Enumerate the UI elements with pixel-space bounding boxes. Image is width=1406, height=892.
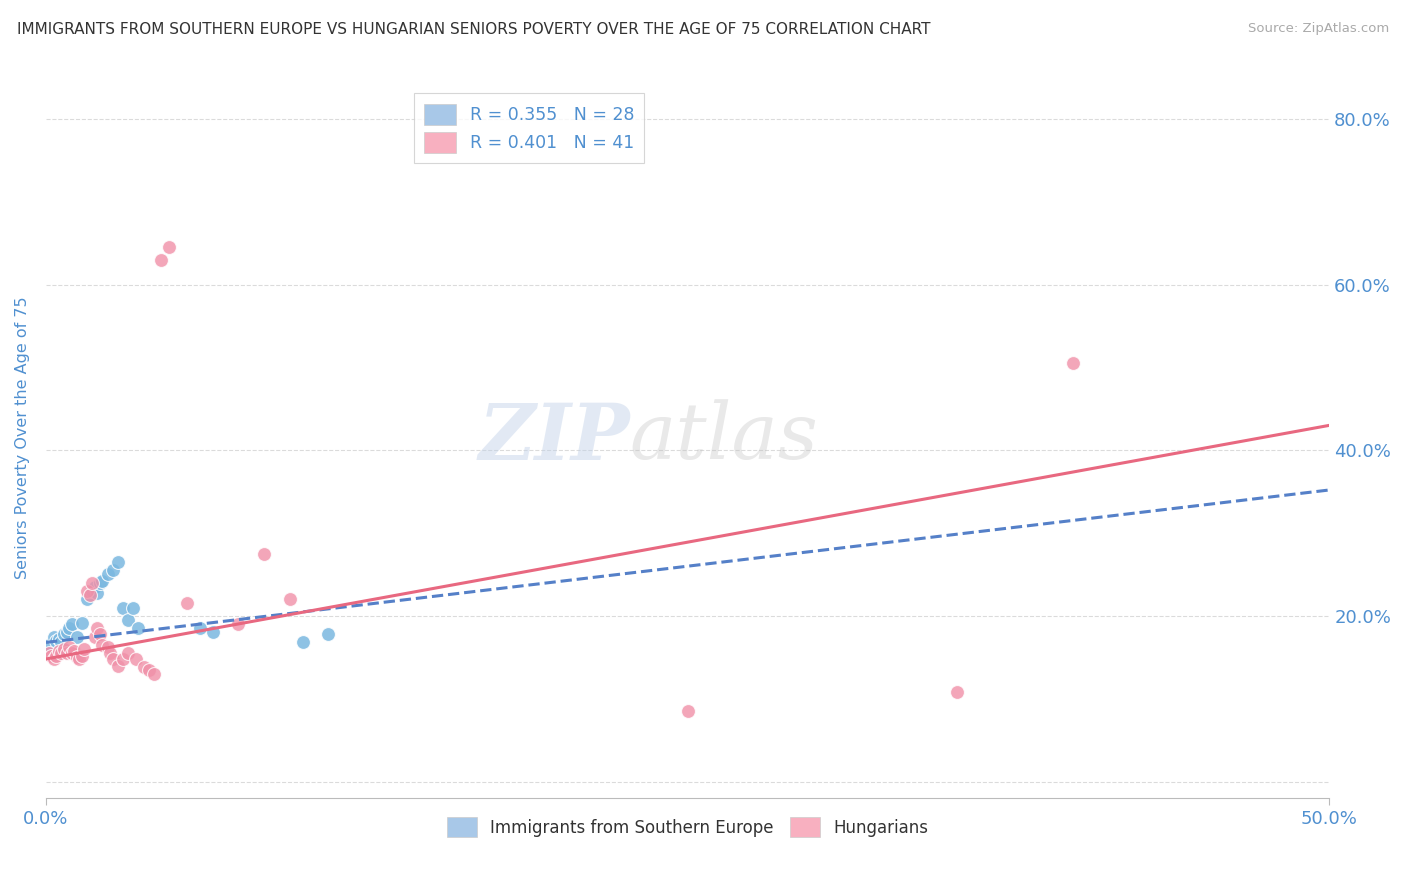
Point (101, 563, 124, 577)
Point (76, 592, 98, 607)
Point (86, 621, 108, 635)
Point (107, 555, 129, 569)
Y-axis label: Seniors Poverty Over the Age of 75: Seniors Poverty Over the Age of 75 (15, 296, 30, 579)
Point (63, 643, 86, 657)
Point (66, 630, 89, 644)
Point (89, 575, 111, 590)
Point (42, 630, 65, 644)
Point (70, 615, 93, 630)
Point (316, 627, 339, 641)
Point (101, 652, 124, 666)
Legend: Immigrants from Southern Europe, Hungarians: Immigrants from Southern Europe, Hungari… (440, 810, 935, 844)
Point (38, 638, 60, 652)
Point (946, 685, 969, 699)
Point (278, 592, 301, 607)
Point (82, 575, 104, 590)
Point (83, 630, 105, 644)
Point (97, 567, 120, 582)
Point (70, 648, 93, 663)
Point (51, 646, 73, 660)
Point (122, 600, 145, 615)
Text: atlas: atlas (630, 400, 818, 476)
Point (82, 584, 104, 599)
Point (39, 648, 62, 663)
Text: IMMIGRANTS FROM SOUTHERN EUROPE VS HUNGARIAN SENIORS POVERTY OVER THE AGE OF 75 : IMMIGRANTS FROM SOUTHERN EUROPE VS HUNGA… (17, 22, 931, 37)
Point (66, 650, 89, 665)
Point (142, 666, 165, 681)
Point (1062, 356, 1084, 370)
Point (60, 646, 83, 660)
Point (89, 627, 111, 641)
Point (67, 652, 90, 666)
Point (86, 585, 108, 599)
Point (42, 652, 65, 666)
Point (125, 652, 148, 666)
Point (676, 704, 699, 718)
Point (52, 627, 75, 641)
Point (58, 621, 80, 635)
Point (117, 613, 139, 627)
Point (83, 580, 105, 594)
Point (52, 642, 75, 657)
Point (97, 640, 120, 655)
Point (91, 638, 114, 652)
Point (132, 660, 155, 674)
Point (138, 663, 160, 677)
Point (45, 648, 67, 663)
Point (253, 547, 276, 561)
Text: Source: ZipAtlas.com: Source: ZipAtlas.com (1249, 22, 1389, 36)
Point (111, 600, 134, 615)
Point (188, 621, 211, 635)
Point (38, 646, 60, 660)
Point (48, 632, 70, 646)
Point (79, 588, 101, 602)
Point (91, 574, 114, 588)
Point (117, 646, 139, 660)
Text: ZIP: ZIP (478, 400, 630, 476)
Point (107, 658, 129, 673)
Point (60, 617, 83, 632)
Point (111, 652, 134, 666)
Point (127, 621, 149, 635)
Point (98, 646, 121, 660)
Point (45, 633, 67, 648)
Point (176, 597, 198, 611)
Point (55, 646, 77, 660)
Point (55, 625, 77, 640)
Point (48, 643, 70, 657)
Point (58, 640, 80, 655)
Point (201, 625, 224, 640)
Point (228, 617, 250, 632)
Point (51, 635, 73, 649)
Point (150, 252, 173, 267)
Point (76, 584, 98, 599)
Point (73, 642, 96, 657)
Point (157, 240, 180, 254)
Point (291, 635, 314, 649)
